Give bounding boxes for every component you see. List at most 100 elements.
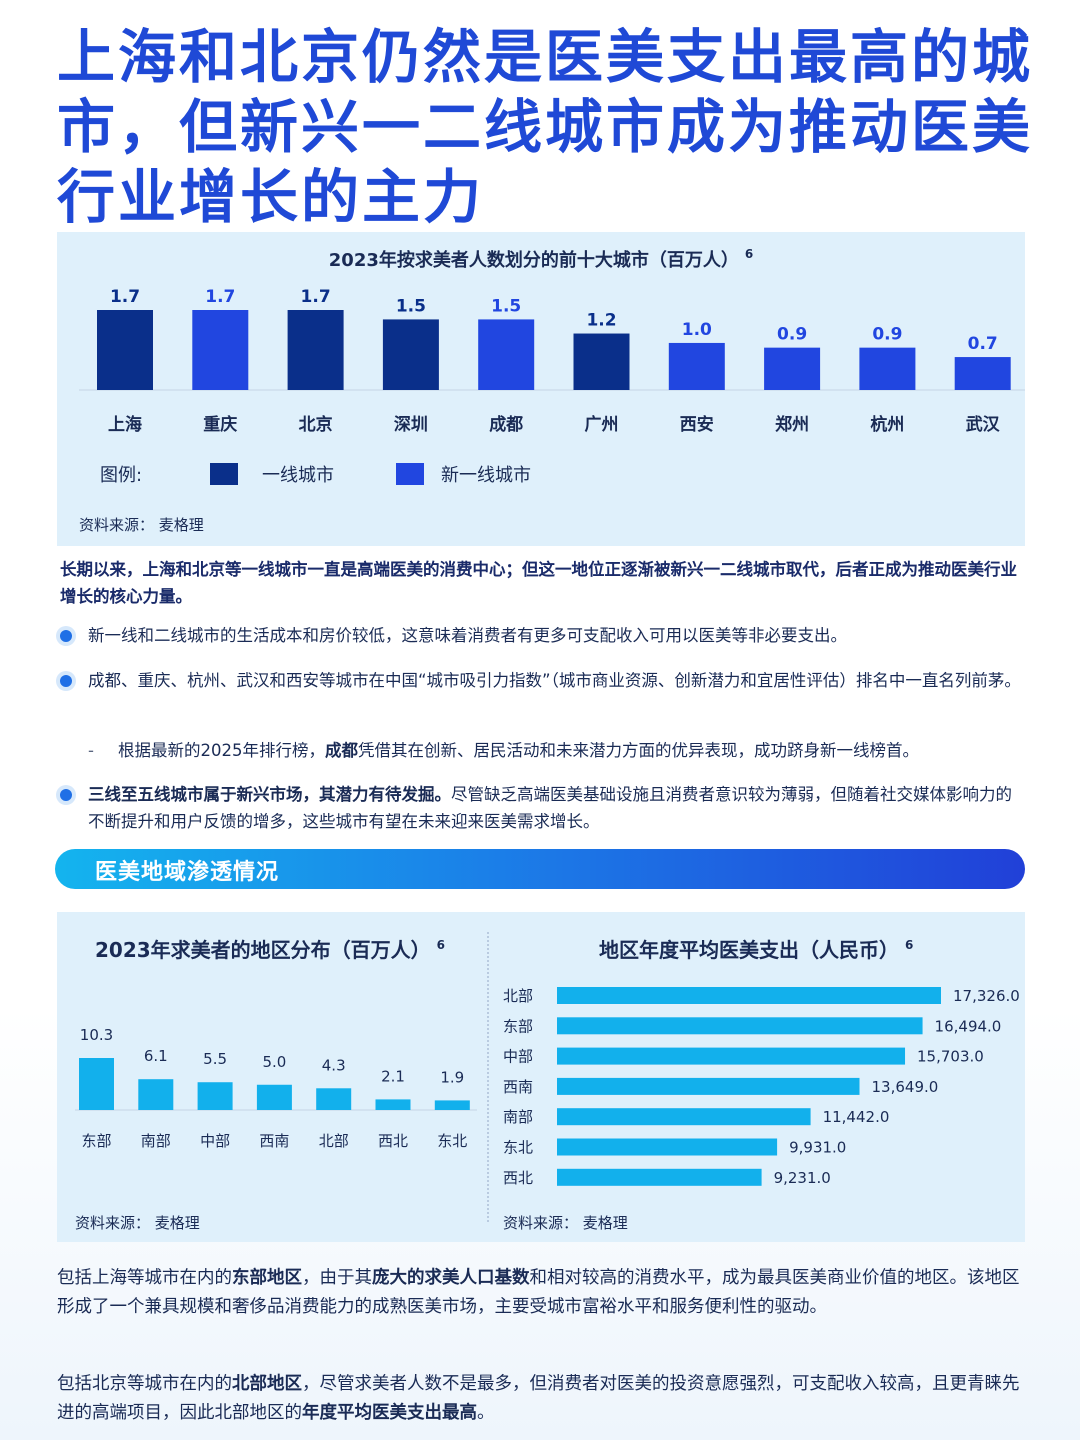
lead-paragraph: 长期以来，上海和北京等一线城市一直是高端医美的消费中心；但这一地位正逐渐被新兴一… <box>60 560 1017 606</box>
city-chart-title-text: 2023年按求美者人数划分的前十大城市（百万人） <box>328 250 739 271</box>
para1-text: ，由于其 <box>302 1268 372 1288</box>
spend-bar-value: 11,442.0 <box>823 1108 890 1126</box>
city-bar <box>859 347 916 390</box>
city-bar-chart: 1.7 上海 1.7 重庆 1.7 北京 1.5 深圳 1.5 成都 1.2 广州 1.0 西安 0.9 郑州… <box>79 287 1025 435</box>
city-bar-category: 郑州 <box>775 414 809 435</box>
region-bar <box>256 1084 292 1110</box>
city-chart-title: 2023年按求美者人数划分的前十大城市（百万人） 6 <box>57 246 1025 272</box>
section-header: 医美地域渗透情况 <box>55 849 1025 889</box>
city-bar-value: 0.7 <box>968 334 998 354</box>
sub-bullet-dash: - <box>88 741 94 760</box>
spend-bar-category: 中部 <box>503 1048 533 1066</box>
legend-label-new-tier1: 新一线城市 <box>441 465 531 486</box>
spend-chart-title: 地区年度平均医美支出（人民币） 6 <box>599 934 913 963</box>
city-bar <box>668 342 725 390</box>
region-bar-category: 西南 <box>259 1132 289 1150</box>
city-bar-value: 1.7 <box>301 287 331 307</box>
region-bar-value: 2.1 <box>381 1067 405 1085</box>
spend-bar-category: 南部 <box>503 1108 533 1126</box>
spend-bar-value: 16,494.0 <box>935 1017 1002 1035</box>
para2-text: ，尽管求美者人数不是最多，但消费者对医美的投资意愿强烈，可支配收入较高，且更青睐… <box>57 1374 1020 1423</box>
city-bar-category: 重庆 <box>203 414 237 435</box>
region-bar-category: 北部 <box>319 1132 349 1150</box>
city-bar <box>954 357 1011 390</box>
spend-bar-value: 9,931.0 <box>789 1139 846 1157</box>
region-bar <box>434 1100 470 1110</box>
region-bar <box>79 1058 114 1110</box>
region-bar-value: 6.1 <box>144 1047 168 1065</box>
bullet-bold: 三线至五线城市属于新兴市场，其潜力有待发掘。 <box>88 785 451 804</box>
section-header-text: 医美地域渗透情况 <box>95 860 280 885</box>
city-chart-panel: 2023年按求美者人数划分的前十大城市（百万人） 6 1.7 上海 1.7 重庆 1.7 北… <box>57 232 1025 546</box>
city-bar <box>573 333 630 390</box>
spend-bar-category: 东部 <box>503 1017 533 1035</box>
bullet-text: 成都、重庆、杭州、武汉和西安等城市在中国“城市吸引力指数”（城市商业资源、创新潜… <box>88 671 1021 690</box>
para2-bold: 年度平均医美支出最高 <box>302 1403 477 1423</box>
spend-bar-category: 西北 <box>503 1169 533 1187</box>
legend-label-tier1: 一线城市 <box>262 465 334 486</box>
spend-chart-source: 资料来源： 麦格理 <box>503 1214 628 1232</box>
para2-text: 。 <box>477 1403 495 1423</box>
spend-bar <box>557 1138 778 1156</box>
city-bar-category: 武汉 <box>966 414 1001 435</box>
spend-bar <box>557 1077 860 1095</box>
bullet-dot-icon <box>60 675 72 687</box>
city-bar <box>97 310 153 390</box>
region-bar <box>316 1088 352 1110</box>
east-region-paragraph: 包括上海等城市在内的东部地区，由于其庞大的求美人口基数和相对较高的消费水平，成为… <box>57 1264 1027 1322</box>
region-bar-category: 西北 <box>378 1132 408 1150</box>
city-bar-value: 1.5 <box>396 296 426 316</box>
legend-prefix: 图例: <box>100 465 143 486</box>
city-bar-category: 成都 <box>489 414 523 435</box>
city-chart-footnote: 6 <box>744 247 754 261</box>
region-chart-source: 资料来源： 麦格理 <box>75 1214 200 1232</box>
region-bar-category: 南部 <box>141 1132 171 1150</box>
spend-bar-value: 9,231.0 <box>774 1169 831 1187</box>
spend-chart-title-text: 地区年度平均医美支出（人民币） <box>599 938 899 962</box>
region-bar-category: 东北 <box>437 1132 467 1150</box>
bullet-dot-icon <box>60 630 72 642</box>
spend-bar <box>557 1168 762 1186</box>
para1-text: 和相对较高的消费水平，成为最具医美商业价值的地区。该地区形成了一个兼具规模和奢侈… <box>57 1268 1020 1317</box>
spend-bar-value: 13,649.0 <box>872 1078 939 1096</box>
region-bar-chart: 10.3 东部 6.1 南部 5.5 中部 5.0 西南 4.3 北部 2.1 西北 1.9 东北 <box>75 1026 477 1150</box>
page-title: 上海和北京仍然是医美支出最高的城市，但新兴一二线城市成为推动医美行业增长的主力 <box>57 23 1034 231</box>
city-bar-value: 1.0 <box>682 320 712 340</box>
city-bar-category: 上海 <box>108 414 142 435</box>
chart-divider <box>487 932 489 1222</box>
spend-bar-value: 17,326.0 <box>953 987 1020 1005</box>
city-bar-value: 1.7 <box>205 287 235 307</box>
city-bar-category: 深圳 <box>394 414 428 435</box>
region-bar-value: 1.9 <box>440 1068 464 1086</box>
city-bar-value: 1.7 <box>110 287 140 307</box>
spend-chart-footnote: 6 <box>905 938 914 952</box>
city-bar <box>478 319 535 390</box>
spend-bar <box>557 1108 811 1126</box>
bullet-text: 新一线和二线城市的生活成本和房价较低，这意味着消费者有更多可支配收入可用以医美等… <box>88 626 847 645</box>
bullet-post: 尽管缺乏高端医美基础设施且消费者意识较为薄弱，但随着社交媒体影响力的不断提升和用… <box>88 785 1012 831</box>
spend-bar <box>557 987 941 1004</box>
sub-bullet-bold: 成都 <box>325 741 358 760</box>
spend-bar <box>557 1017 923 1035</box>
city-bar <box>287 310 344 390</box>
city-bar <box>192 310 249 390</box>
spend-bar <box>557 1047 906 1065</box>
city-bar-category: 广州 <box>585 414 619 435</box>
region-chart-footnote: 6 <box>436 938 446 952</box>
region-bar-value: 5.0 <box>262 1053 286 1071</box>
para1-bold: 庞大的求美人口基数 <box>372 1268 530 1288</box>
city-bar-category: 北京 <box>299 414 333 435</box>
region-bar-value: 4.3 <box>322 1056 346 1074</box>
region-bar <box>138 1079 174 1110</box>
spend-bar-category: 北部 <box>503 987 533 1005</box>
city-bar-value: 0.9 <box>872 325 902 345</box>
region-bar-category: 东部 <box>81 1132 111 1150</box>
legend-swatch-tier1 <box>210 463 238 485</box>
city-bar-value: 1.2 <box>586 311 616 331</box>
spend-hbar-chart: 北部 17,326.0 东部 16,494.0 中部 15,703.0 西南 13,649.0… <box>503 987 1020 1187</box>
spend-bar-category: 西南 <box>503 1078 533 1096</box>
para1-bold: 东部地区 <box>232 1268 302 1288</box>
spend-bar-category: 东北 <box>503 1139 533 1157</box>
region-chart-title: 2023年求美者的地区分布（百万人） 6 <box>95 934 445 963</box>
north-region-paragraph: 包括北京等城市在内的北部地区，尽管求美者人数不是最多，但消费者对医美的投资意愿强… <box>57 1370 1027 1428</box>
